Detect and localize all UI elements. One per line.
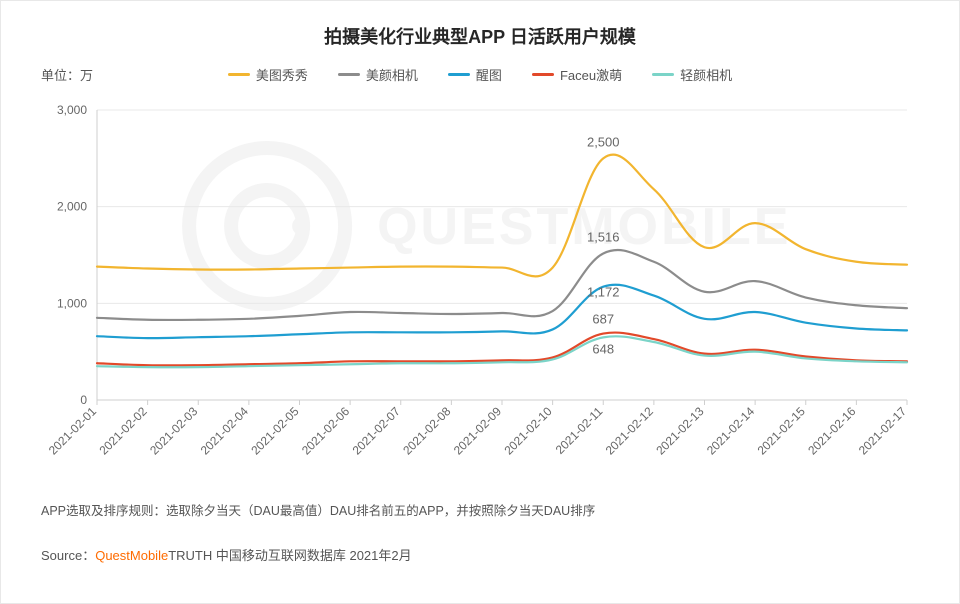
source-brand: QuestMobile xyxy=(95,548,168,563)
peak-label: 687 xyxy=(592,312,614,327)
x-tick-label: 2021-02-11 xyxy=(553,404,606,457)
x-tick-label: 2021-02-09 xyxy=(451,404,505,458)
legend-label: Faceu激萌 xyxy=(560,65,622,84)
x-tick-label: 2021-02-06 xyxy=(299,404,353,458)
chart-area: QUESTMOBILE01,0002,0003,0002021-02-01202… xyxy=(41,92,919,482)
peak-label: 1,516 xyxy=(587,229,620,244)
source-line: Source：QuestMobileTRUTH 中国移动互联网数据库 2021年… xyxy=(41,545,919,564)
watermark: QUESTMOBILE xyxy=(189,148,791,304)
legend-item: 美颜相机 xyxy=(338,65,418,84)
x-tick-label: 2021-02-01 xyxy=(46,404,100,458)
legend-label: 醒图 xyxy=(476,65,502,84)
legend-item: 美图秀秀 xyxy=(228,65,308,84)
unit-label: 单位：万 xyxy=(41,65,111,84)
source-tail: TRUTH 中国移动互联网数据库 2021年2月 xyxy=(168,548,411,563)
peak-label: 648 xyxy=(592,341,614,356)
legend-item: 醒图 xyxy=(448,65,502,84)
x-tick-label: 2021-02-14 xyxy=(704,404,758,458)
legend-swatch xyxy=(652,73,674,76)
chart-card: 拍摄美化行业典型APP 日活跃用户规模 单位：万 美图秀秀 美颜相机 醒图 Faceu… xyxy=(0,0,960,604)
legend-label: 美颜相机 xyxy=(366,65,418,84)
peak-label: 2,500 xyxy=(587,134,620,149)
legend-label: 美图秀秀 xyxy=(256,65,308,84)
x-tick-label: 2021-02-17 xyxy=(856,404,910,458)
source-prefix: Source： xyxy=(41,548,95,563)
x-tick-label: 2021-02-16 xyxy=(805,404,859,458)
peak-label: 1,172 xyxy=(587,285,620,300)
legend-swatch xyxy=(338,73,360,76)
x-tick-label: 2021-02-05 xyxy=(248,404,302,458)
y-tick-label: 1,000 xyxy=(57,296,87,310)
legend: 美图秀秀 美颜相机 醒图 Faceu激萌 轻颜相机 xyxy=(111,65,849,84)
legend-item: Faceu激萌 xyxy=(532,65,622,84)
x-tick-label: 2021-02-13 xyxy=(653,404,707,458)
header-row: 单位：万 美图秀秀 美颜相机 醒图 Faceu激萌 轻颜相机 xyxy=(41,65,919,84)
legend-swatch xyxy=(448,73,470,76)
x-tick-label: 2021-02-12 xyxy=(603,404,657,458)
chart-title: 拍摄美化行业典型APP 日活跃用户规模 xyxy=(41,23,919,49)
legend-label: 轻颜相机 xyxy=(680,65,732,84)
legend-swatch xyxy=(532,73,554,76)
x-tick-label: 2021-02-08 xyxy=(400,404,454,458)
x-tick-label: 2021-02-10 xyxy=(501,404,555,458)
y-tick-label: 2,000 xyxy=(57,200,87,214)
x-tick-label: 2021-02-03 xyxy=(147,404,201,458)
series-line xyxy=(97,336,907,367)
x-tick-label: 2021-02-07 xyxy=(350,404,404,458)
y-tick-label: 0 xyxy=(80,393,87,407)
x-tick-label: 2021-02-15 xyxy=(755,404,809,458)
footnote: APP选取及排序规则：选取除夕当天（DAU最高值）DAU排名前五的APP，并按照… xyxy=(41,500,919,519)
legend-swatch xyxy=(228,73,250,76)
legend-item: 轻颜相机 xyxy=(652,65,732,84)
x-tick-label: 2021-02-04 xyxy=(198,404,252,458)
x-tick-label: 2021-02-02 xyxy=(96,404,150,458)
y-tick-label: 3,000 xyxy=(57,103,87,117)
line-chart-svg: QUESTMOBILE01,0002,0003,0002021-02-01202… xyxy=(41,92,921,482)
